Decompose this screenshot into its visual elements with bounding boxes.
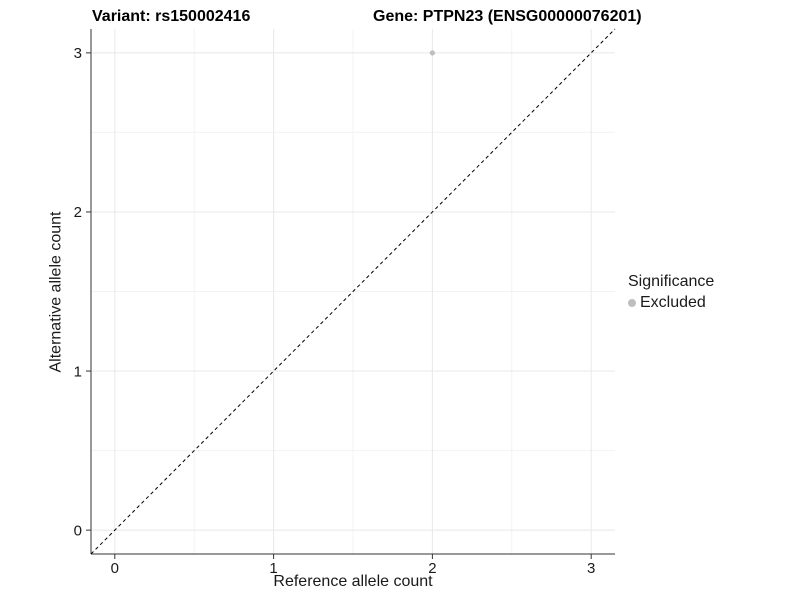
x-tick-label: 0 [111, 560, 119, 577]
x-axis-title: Reference allele count [273, 573, 433, 590]
y-tick-label: 3 [74, 45, 82, 62]
x-tick-label: 1 [269, 560, 277, 577]
data-point [429, 50, 435, 56]
y-axis-title-box: Alternative allele count [44, 29, 68, 554]
legend-point-icon [628, 299, 636, 307]
y-axis-title: Alternative allele count [47, 211, 65, 372]
variant-title: Variant: rs150002416 [92, 8, 251, 25]
legend-entry-label: Excluded [640, 294, 706, 311]
x-tick-label: 3 [587, 560, 595, 577]
y-tick-label: 0 [74, 522, 82, 539]
y-tick-label: 1 [74, 363, 82, 380]
legend-entry: Excluded [628, 294, 714, 312]
legend-title: Significance [628, 273, 715, 290]
gene-title: Gene: PTPN23 (ENSG00000076201) [373, 8, 642, 25]
x-tick-label: 2 [428, 560, 436, 577]
identity-line [90, 28, 616, 555]
y-tick-label: 2 [74, 204, 82, 221]
legend: Significance Excluded [628, 273, 714, 312]
